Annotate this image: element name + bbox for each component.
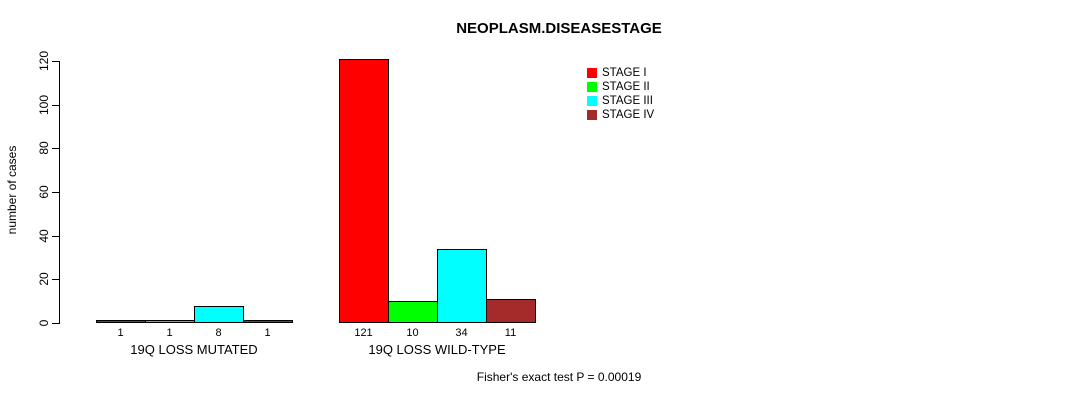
legend-swatch-icon [587, 82, 597, 92]
y-tick-label: 80 [37, 141, 51, 155]
bar-value-label: 10 [406, 327, 419, 339]
chart-title: NEOPLASM.DISEASESTAGE [456, 20, 662, 37]
legend: STAGE I STAGE II STAGE III STAGE IV [587, 66, 654, 122]
legend-label: STAGE II [602, 81, 650, 93]
bar-value-label: 11 [504, 327, 517, 339]
y-tick [52, 192, 59, 193]
legend-item: STAGE I [587, 66, 654, 80]
bar-stage-iv [486, 299, 536, 323]
y-tick [52, 61, 59, 62]
bar-value-label: 1 [117, 327, 124, 339]
y-tick [52, 323, 59, 324]
bar-value-label: 8 [215, 327, 222, 339]
y-tick-label: 60 [37, 185, 51, 199]
y-tick-label: 40 [37, 229, 51, 243]
bar-value-label: 1 [166, 327, 173, 339]
legend-item: STAGE IV [587, 108, 654, 122]
bar-stage-i [339, 59, 389, 323]
legend-label: STAGE I [602, 67, 647, 79]
legend-swatch-icon [587, 68, 597, 78]
legend-item: STAGE III [587, 94, 654, 108]
bar-stage-i [96, 320, 146, 323]
y-axis-line [59, 61, 60, 324]
y-tick-label: 20 [37, 272, 51, 286]
group-label: 19Q LOSS MUTATED [130, 342, 258, 357]
legend-swatch-icon [587, 96, 597, 106]
bar-stage-ii [388, 301, 438, 323]
legend-item: STAGE II [587, 80, 654, 94]
y-tick [52, 105, 59, 106]
y-tick-label: 100 [37, 94, 51, 116]
y-tick-label: 120 [37, 50, 51, 72]
group-label: 19Q LOSS WILD-TYPE [368, 342, 506, 357]
bar-stage-iii [194, 306, 244, 323]
legend-label: STAGE III [602, 95, 653, 107]
y-tick-label: 0 [37, 319, 51, 327]
bar-stage-ii [145, 320, 195, 323]
y-tick [52, 279, 59, 280]
bar-stage-iii [437, 249, 487, 323]
bar-value-label: 1 [264, 327, 271, 339]
y-tick [52, 148, 59, 149]
fisher-test-annotation: Fisher's exact test P = 0.00019 [476, 370, 642, 384]
bar-stage-iv [243, 320, 293, 323]
y-tick [52, 236, 59, 237]
legend-label: STAGE IV [602, 109, 655, 121]
legend-swatch-icon [587, 110, 597, 120]
y-axis-label: number of cases [5, 145, 19, 235]
bar-value-label: 34 [455, 327, 468, 339]
bar-value-label: 121 [354, 327, 373, 339]
